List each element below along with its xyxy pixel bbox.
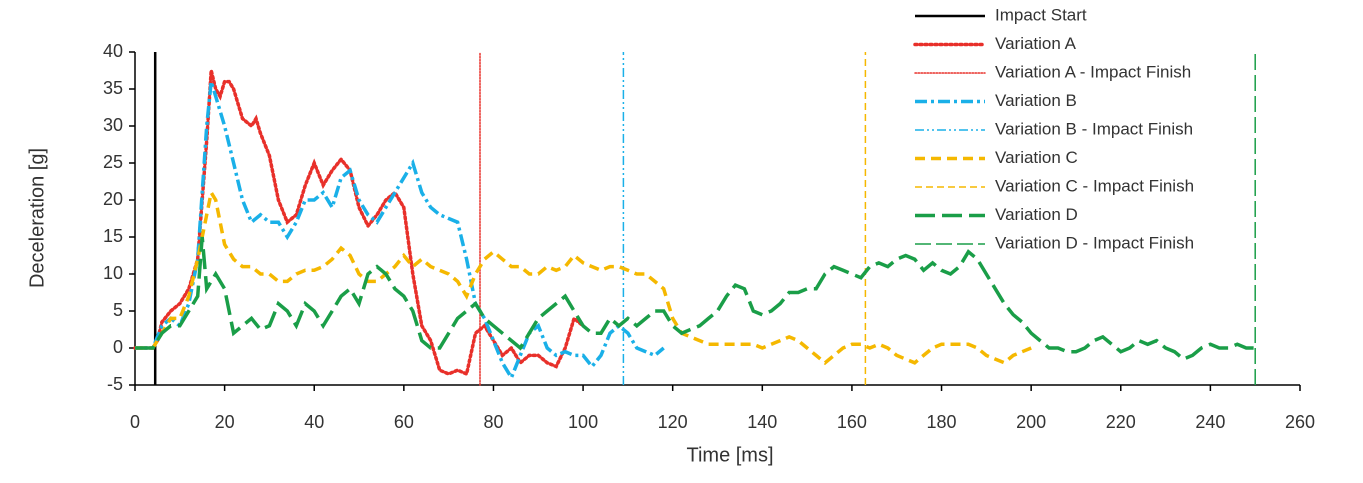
x-tick-label: 260: [1285, 412, 1315, 432]
y-axis-label: Deceleration [g]: [26, 148, 48, 288]
y-tick-label: -5: [107, 374, 123, 394]
legend-label: Impact Start: [995, 5, 1087, 24]
y-tick-label: 30: [103, 115, 123, 135]
x-tick-label: 100: [568, 412, 598, 432]
x-tick-label: 0: [130, 412, 140, 432]
x-tick-label: 180: [927, 412, 957, 432]
legend-label: Variation D - Impact Finish: [995, 233, 1194, 252]
y-tick-label: 20: [103, 189, 123, 209]
y-tick-label: 5: [113, 300, 123, 320]
x-tick-label: 20: [215, 412, 235, 432]
series-line: [135, 81, 665, 382]
legend-label: Variation C - Impact Finish: [995, 176, 1194, 195]
legend-label: Variation B - Impact Finish: [995, 119, 1193, 138]
x-tick-label: 200: [1016, 412, 1046, 432]
legend-label: Variation A: [995, 34, 1077, 53]
series-line: [135, 187, 1032, 366]
legend-label: Variation D: [995, 205, 1078, 224]
legend-label: Variation B: [995, 91, 1077, 110]
y-tick-label: 40: [103, 41, 123, 61]
y-tick-label: 15: [103, 226, 123, 246]
y-tick-label: 25: [103, 152, 123, 172]
y-tick-label: 0: [113, 337, 123, 357]
x-tick-label: 40: [304, 412, 324, 432]
x-tick-label: 240: [1195, 412, 1225, 432]
x-tick-label: 60: [394, 412, 414, 432]
x-tick-label: 140: [747, 412, 777, 432]
series-line: [133, 70, 585, 377]
y-tick-label: 10: [103, 263, 123, 283]
legend-label: Variation A - Impact Finish: [995, 62, 1191, 81]
legend-label: Variation C: [995, 148, 1078, 167]
x-tick-label: 80: [483, 412, 503, 432]
x-tick-label: 160: [837, 412, 867, 432]
y-tick-label: 35: [103, 78, 123, 98]
x-tick-label: 220: [1106, 412, 1136, 432]
x-tick-label: 120: [658, 412, 688, 432]
x-axis-label: Time [ms]: [686, 444, 773, 466]
series-line: [135, 236, 1256, 362]
